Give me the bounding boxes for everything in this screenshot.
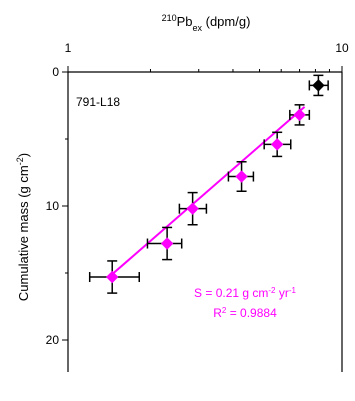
regression-line (109, 106, 306, 277)
sar-annotation: S = 0.21 g cm-2 yr-1 (194, 286, 297, 301)
y-tick-label: 0 (52, 65, 59, 79)
data-point (270, 138, 284, 151)
y-tick-label: 20 (46, 333, 60, 347)
r2-annotation: R2 = 0.9884 (213, 306, 277, 321)
sample-label: 791-L18 (76, 95, 120, 109)
data-point (312, 79, 325, 92)
data-point (235, 170, 248, 183)
x-axis-title: 210Pbex (dpm/g) (162, 13, 251, 33)
data-point (293, 108, 306, 122)
y-axis-title: Cumulative mass (g cm-2) (15, 153, 31, 301)
marks-group (88, 74, 329, 294)
x-tick-label: 1 (65, 41, 72, 55)
y-tick-label: 10 (46, 199, 60, 213)
x-tick-label: 10 (335, 41, 349, 55)
data-point (106, 270, 119, 284)
data-point (186, 202, 199, 215)
data-point (160, 237, 174, 250)
axes-group: 1 10 0 10 20 (46, 41, 349, 372)
